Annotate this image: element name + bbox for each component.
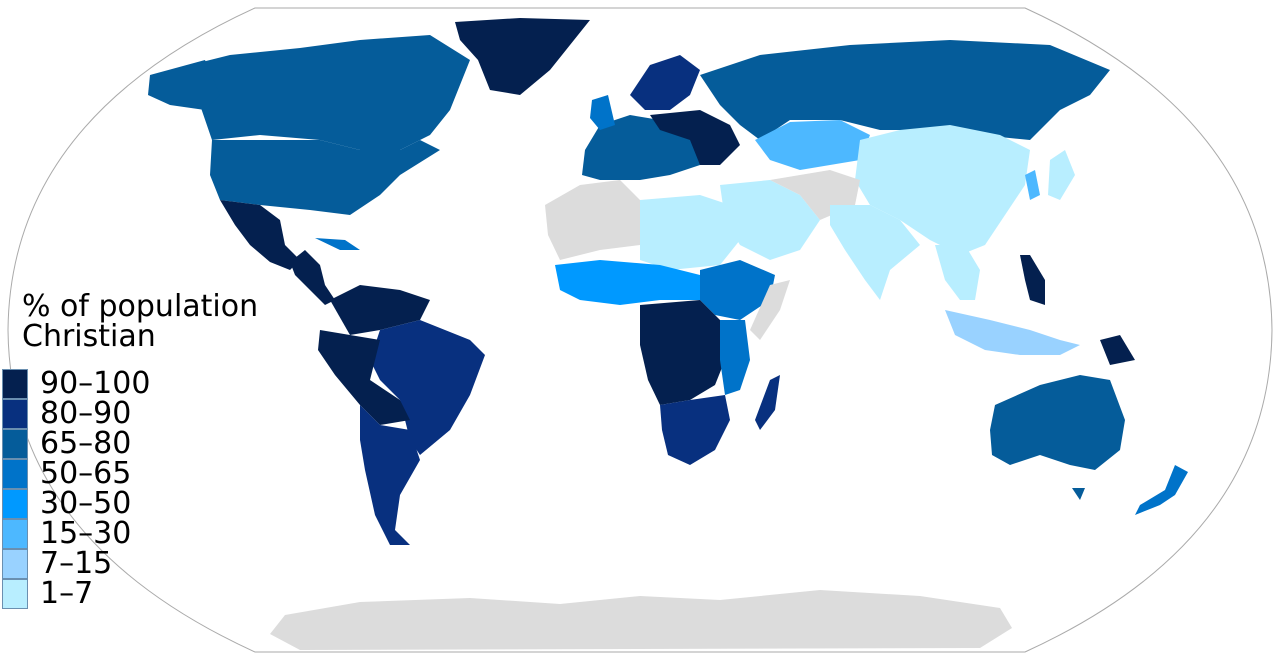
uk-ireland bbox=[590, 95, 615, 130]
eastern-europe bbox=[650, 110, 740, 165]
china-mongolia bbox=[855, 125, 1030, 255]
colombia-venezuela bbox=[330, 285, 430, 335]
north-africa-west bbox=[545, 180, 640, 260]
north-africa-east bbox=[640, 195, 740, 270]
madagascar bbox=[755, 375, 780, 430]
cuba bbox=[315, 238, 360, 250]
australia bbox=[990, 375, 1125, 470]
legend-label: 7–15 bbox=[40, 546, 113, 581]
new-zealand bbox=[1135, 465, 1188, 515]
legend-swatch bbox=[2, 459, 28, 489]
somalia bbox=[750, 280, 790, 340]
brazil bbox=[370, 320, 485, 455]
philippines bbox=[1020, 255, 1045, 305]
legend-title-line1: % of population bbox=[22, 289, 259, 324]
russia bbox=[700, 40, 1110, 140]
middle-east bbox=[720, 180, 820, 260]
central-america bbox=[290, 250, 335, 305]
legend-label: 50–65 bbox=[40, 456, 132, 491]
japan bbox=[1048, 150, 1075, 200]
ethiopia-east-africa bbox=[700, 260, 775, 320]
kazakhstan bbox=[755, 120, 870, 170]
south-asia bbox=[830, 205, 920, 300]
legend-label: 15–30 bbox=[40, 516, 132, 551]
scandinavia bbox=[630, 55, 700, 110]
greenland bbox=[455, 18, 590, 95]
canada bbox=[170, 35, 470, 150]
papua-new-guinea bbox=[1100, 335, 1135, 365]
legend-swatch bbox=[2, 519, 28, 549]
legend-label: 65–80 bbox=[40, 426, 132, 461]
legend-label: 90–100 bbox=[40, 366, 151, 401]
legend-swatch bbox=[2, 429, 28, 459]
legend-swatch bbox=[2, 489, 28, 519]
argentina-chile bbox=[360, 405, 420, 545]
peru-bolivia bbox=[318, 330, 410, 425]
indochina bbox=[935, 245, 980, 300]
antarctica bbox=[270, 590, 1012, 650]
legend-label: 1–7 bbox=[40, 576, 94, 611]
usa bbox=[210, 140, 440, 215]
legend-swatch bbox=[2, 579, 28, 609]
tasmania bbox=[1072, 488, 1085, 500]
legend-swatch bbox=[2, 399, 28, 429]
korea bbox=[1025, 170, 1040, 200]
legend-swatch bbox=[2, 369, 28, 399]
legend-title: % of population Christian bbox=[22, 292, 258, 352]
indonesia bbox=[945, 310, 1080, 355]
east-africa bbox=[720, 320, 750, 395]
southern-africa bbox=[660, 395, 730, 465]
legend-title-line2: Christian bbox=[22, 319, 156, 354]
legend-label: 80–90 bbox=[40, 396, 132, 431]
legend-label: 30–50 bbox=[40, 486, 132, 521]
mexico bbox=[220, 200, 300, 270]
alaska bbox=[148, 60, 220, 110]
central-africa bbox=[640, 300, 725, 405]
legend-swatch bbox=[2, 549, 28, 579]
sahel bbox=[555, 260, 700, 305]
